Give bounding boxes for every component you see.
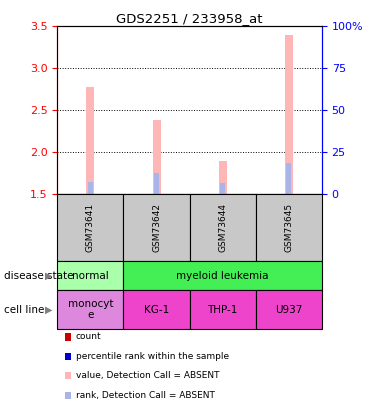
Text: count: count (76, 333, 101, 341)
Bar (286, 163, 292, 194)
Text: GSM73642: GSM73642 (152, 203, 161, 252)
Text: percentile rank within the sample: percentile rank within the sample (76, 352, 229, 361)
Text: value, Detection Call = ABSENT: value, Detection Call = ABSENT (76, 371, 219, 380)
Text: GSM73641: GSM73641 (86, 203, 95, 252)
Text: myeloid leukemia: myeloid leukemia (176, 271, 269, 281)
Bar (87, 87, 94, 194)
Text: rank, Detection Call = ABSENT: rank, Detection Call = ABSENT (76, 391, 215, 400)
Bar (285, 35, 293, 194)
Bar (219, 161, 227, 194)
Text: normal: normal (72, 271, 109, 281)
Text: cell line: cell line (4, 305, 44, 315)
Text: ▶: ▶ (46, 271, 53, 281)
Text: KG-1: KG-1 (144, 305, 169, 315)
Text: GSM73644: GSM73644 (218, 203, 227, 252)
Text: ▶: ▶ (46, 305, 53, 315)
Text: U937: U937 (275, 305, 303, 315)
Bar (220, 183, 225, 194)
Text: THP-1: THP-1 (208, 305, 238, 315)
Bar (88, 182, 93, 194)
Title: GDS2251 / 233958_at: GDS2251 / 233958_at (117, 12, 263, 25)
Text: disease state: disease state (4, 271, 73, 281)
Text: GSM73645: GSM73645 (284, 203, 293, 252)
Bar (152, 120, 161, 194)
Bar (154, 173, 159, 194)
Text: monocyt
e: monocyt e (68, 299, 113, 320)
